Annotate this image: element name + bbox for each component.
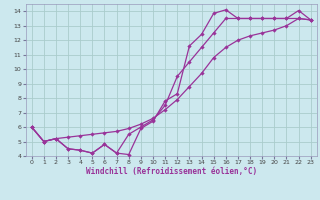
X-axis label: Windchill (Refroidissement éolien,°C): Windchill (Refroidissement éolien,°C) bbox=[86, 167, 257, 176]
